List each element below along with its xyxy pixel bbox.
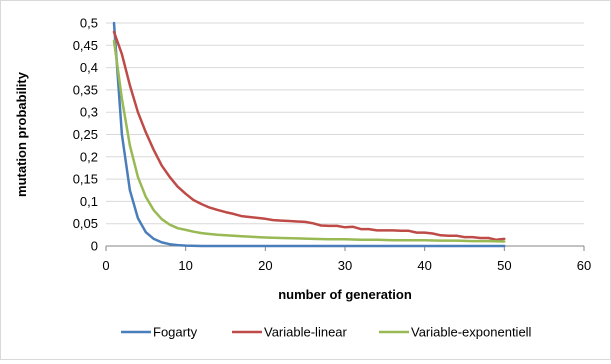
x-tick-label: 40 bbox=[417, 258, 431, 273]
x-tick-label: 30 bbox=[338, 258, 352, 273]
y-tick-label: 0 bbox=[91, 239, 98, 254]
series-line-variable-linear bbox=[112, 30, 506, 242]
x-tick-label: 50 bbox=[497, 258, 511, 273]
tick-labels: 0 0,05 0,1 0,15 0,2 0,25 0,3 0,35 0,4 0,45 0,5 0 10 2… bbox=[73, 16, 592, 274]
y-axis-title: mutation probability bbox=[14, 71, 29, 197]
y-tick-label: 0,5 bbox=[80, 16, 98, 31]
y-tick-label: 0,25 bbox=[73, 127, 98, 142]
y-tick-label: 0,2 bbox=[80, 149, 98, 164]
x-axis-title: number of generation bbox=[278, 287, 412, 302]
legend-label-variable-exponentiell: Variable-exponentiell bbox=[411, 325, 532, 340]
gridlines bbox=[106, 22, 584, 225]
y-tick-label: 0,15 bbox=[73, 172, 98, 187]
series-line-variable-exponentiell bbox=[112, 39, 506, 243]
x-tick-label: 60 bbox=[577, 258, 591, 273]
x-tick-label: 10 bbox=[178, 258, 192, 273]
y-tick-label: 0,45 bbox=[73, 38, 98, 53]
series-layer bbox=[112, 21, 506, 248]
x-tick-label: 20 bbox=[258, 258, 272, 273]
legend-label-variable-linear: Variable-linear bbox=[264, 325, 348, 340]
y-tick-label: 0,05 bbox=[73, 216, 98, 231]
legend: Fogarty Variable-linear Variable-exponenti… bbox=[121, 325, 532, 340]
y-tick-label: 0,1 bbox=[80, 194, 98, 209]
legend-label-fogarty: Fogarty bbox=[153, 325, 198, 340]
x-tick-label: 0 bbox=[102, 258, 109, 273]
y-tick-label: 0,3 bbox=[80, 105, 98, 120]
series-line-fogarty bbox=[112, 21, 506, 248]
y-tick-label: 0,4 bbox=[80, 60, 98, 75]
y-tick-label: 0,35 bbox=[73, 82, 98, 97]
